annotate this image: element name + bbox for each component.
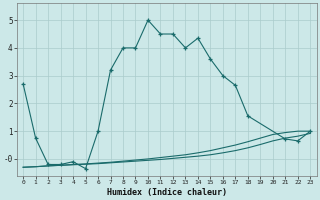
X-axis label: Humidex (Indice chaleur): Humidex (Indice chaleur) [107,188,227,197]
